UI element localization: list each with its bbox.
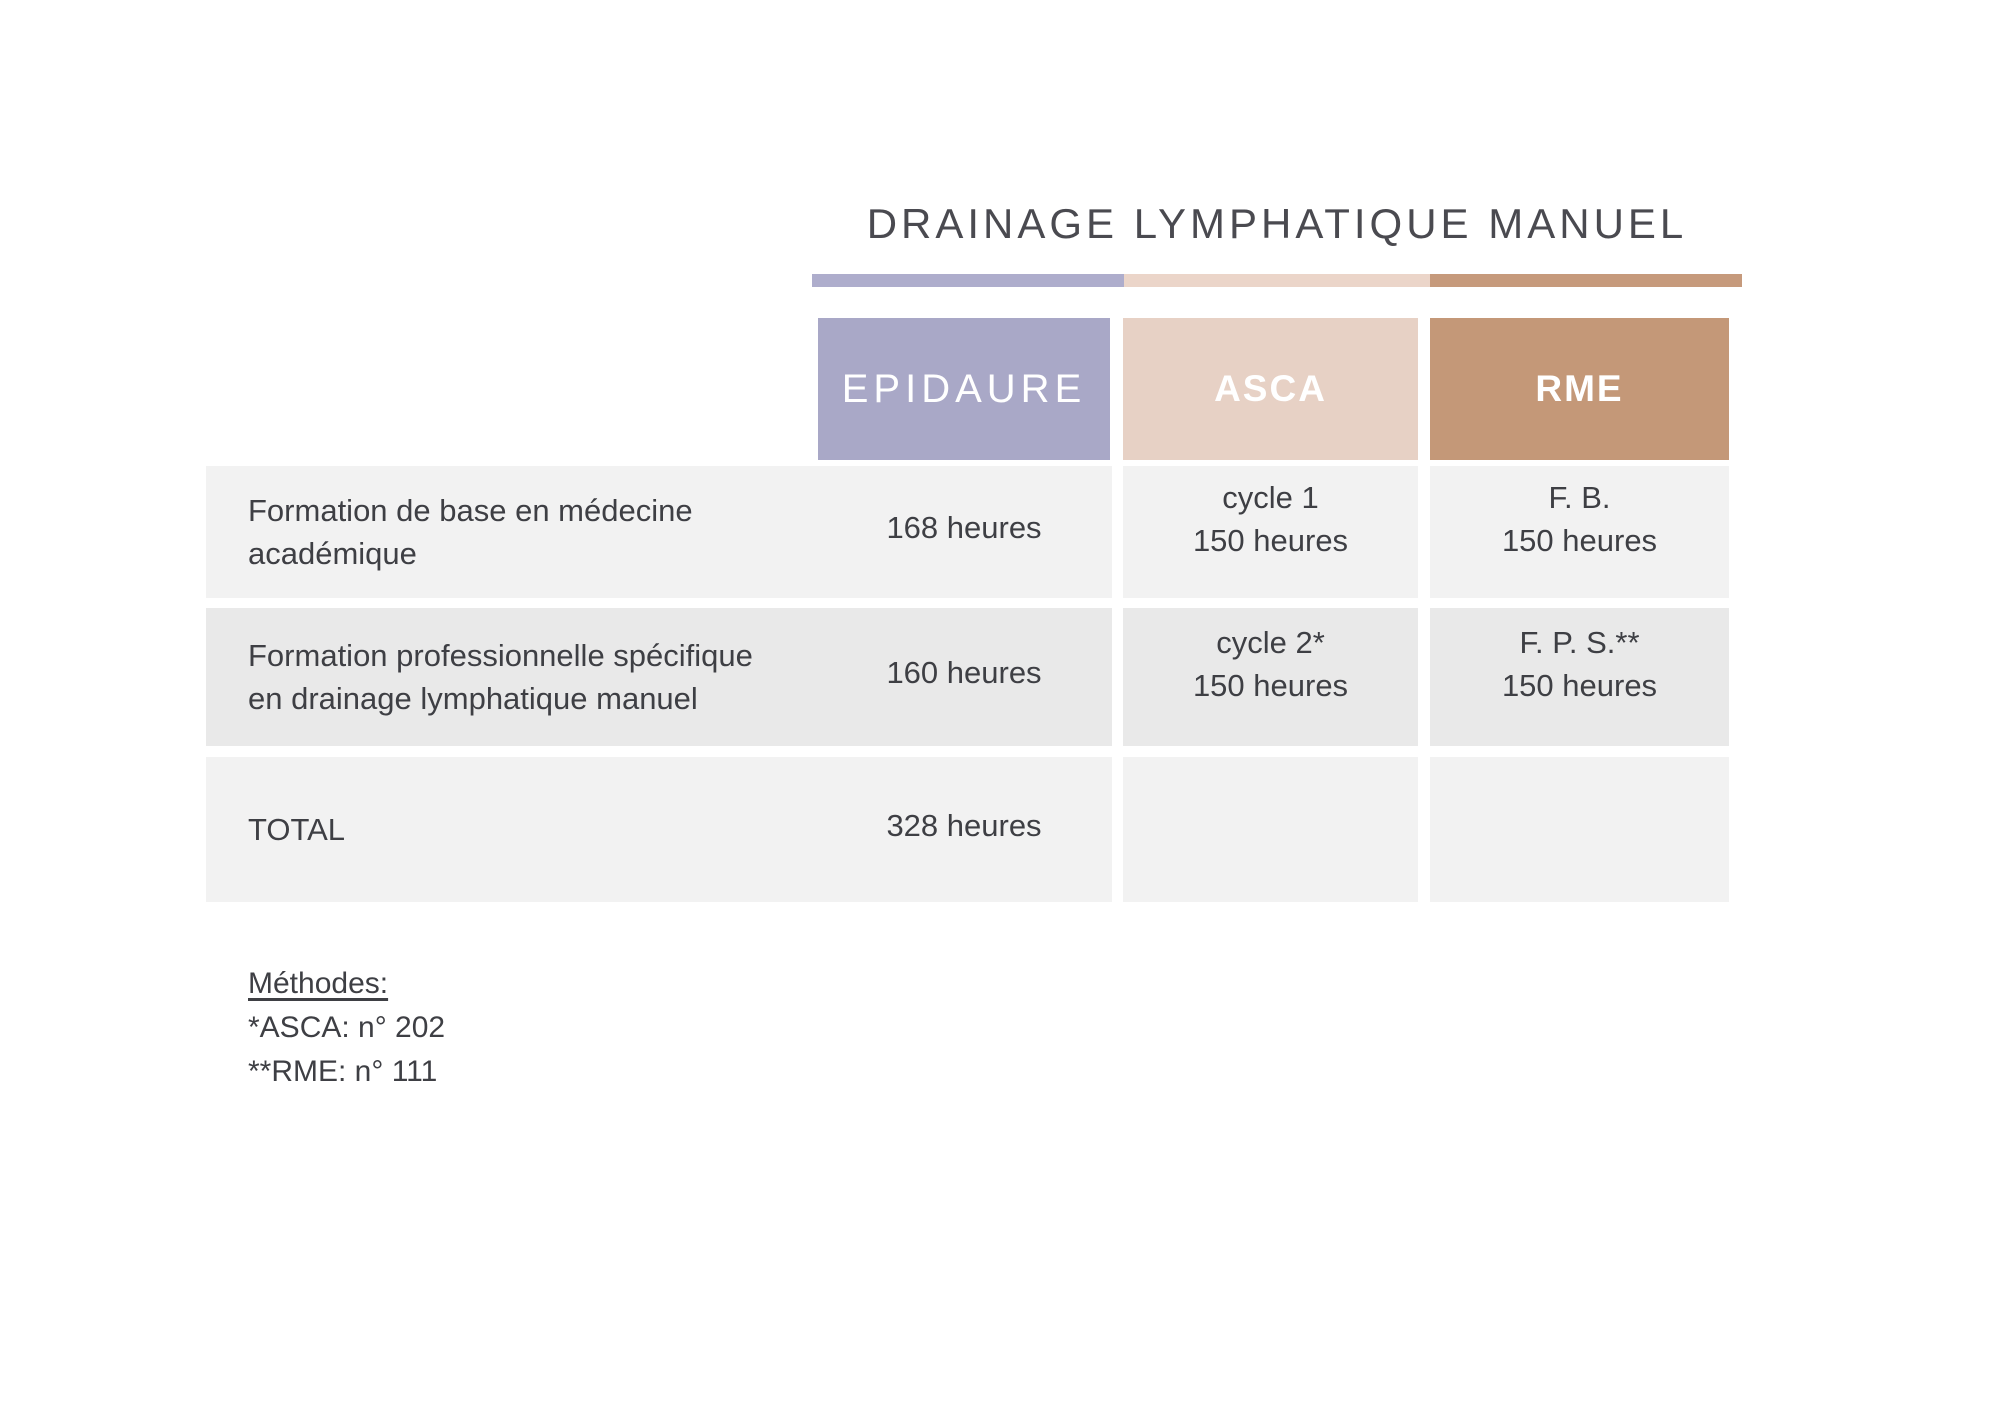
column-header-rme: RME (1430, 318, 1729, 460)
asca-cell-formation-base: cycle 1 150 heures (1123, 466, 1418, 598)
rme-cell-formation-specifique: F. P. S.** 150 heures (1430, 608, 1729, 746)
asca-cell-formation-specifique: cycle 2* 150 heures (1123, 608, 1418, 746)
accent-bar-asca-segment (1124, 274, 1430, 287)
accent-bar (812, 274, 1742, 287)
row-label-formation-base: Formation de base en médecine académique (248, 493, 693, 571)
epidaure-value-formation-base: 168 heures (886, 510, 1042, 545)
epidaure-value-total: 328 heures (886, 807, 1042, 843)
table-row-total: TOTAL 328 heures (206, 757, 1112, 902)
column-header-epidaure: EPIDAURE (818, 318, 1110, 460)
row-label-total: TOTAL (248, 812, 346, 847)
footnote-rme: **RME: n° 111 (248, 1055, 438, 1088)
asca-cell-total (1123, 757, 1418, 902)
column-header-asca: ASCA (1123, 318, 1418, 460)
rme-cell-formation-base: F. B. 150 heures (1430, 466, 1729, 598)
page-title: DRAINAGE LYMPHATIQUE MANUEL (866, 200, 1688, 247)
row-label-formation-specifique: Formation professionnelle spécifique en … (248, 638, 753, 716)
table-row-formation-base: Formation de base en médecine académique… (206, 466, 1112, 598)
epidaure-value-formation-specifique: 160 heures (886, 655, 1042, 690)
accent-bar-rme-segment (1430, 274, 1742, 287)
footnotes: Méthodes: *ASCA: n° 202 **RME: n° 111 (248, 962, 445, 1094)
rme-cell-total (1430, 757, 1729, 902)
accent-bar-epidaure-segment (812, 274, 1124, 287)
table-row-formation-specifique: Formation professionnelle spécifique en … (206, 608, 1112, 746)
footnote-asca: *ASCA: n° 202 (248, 1011, 446, 1044)
footnotes-heading: Méthodes: (248, 967, 389, 1000)
